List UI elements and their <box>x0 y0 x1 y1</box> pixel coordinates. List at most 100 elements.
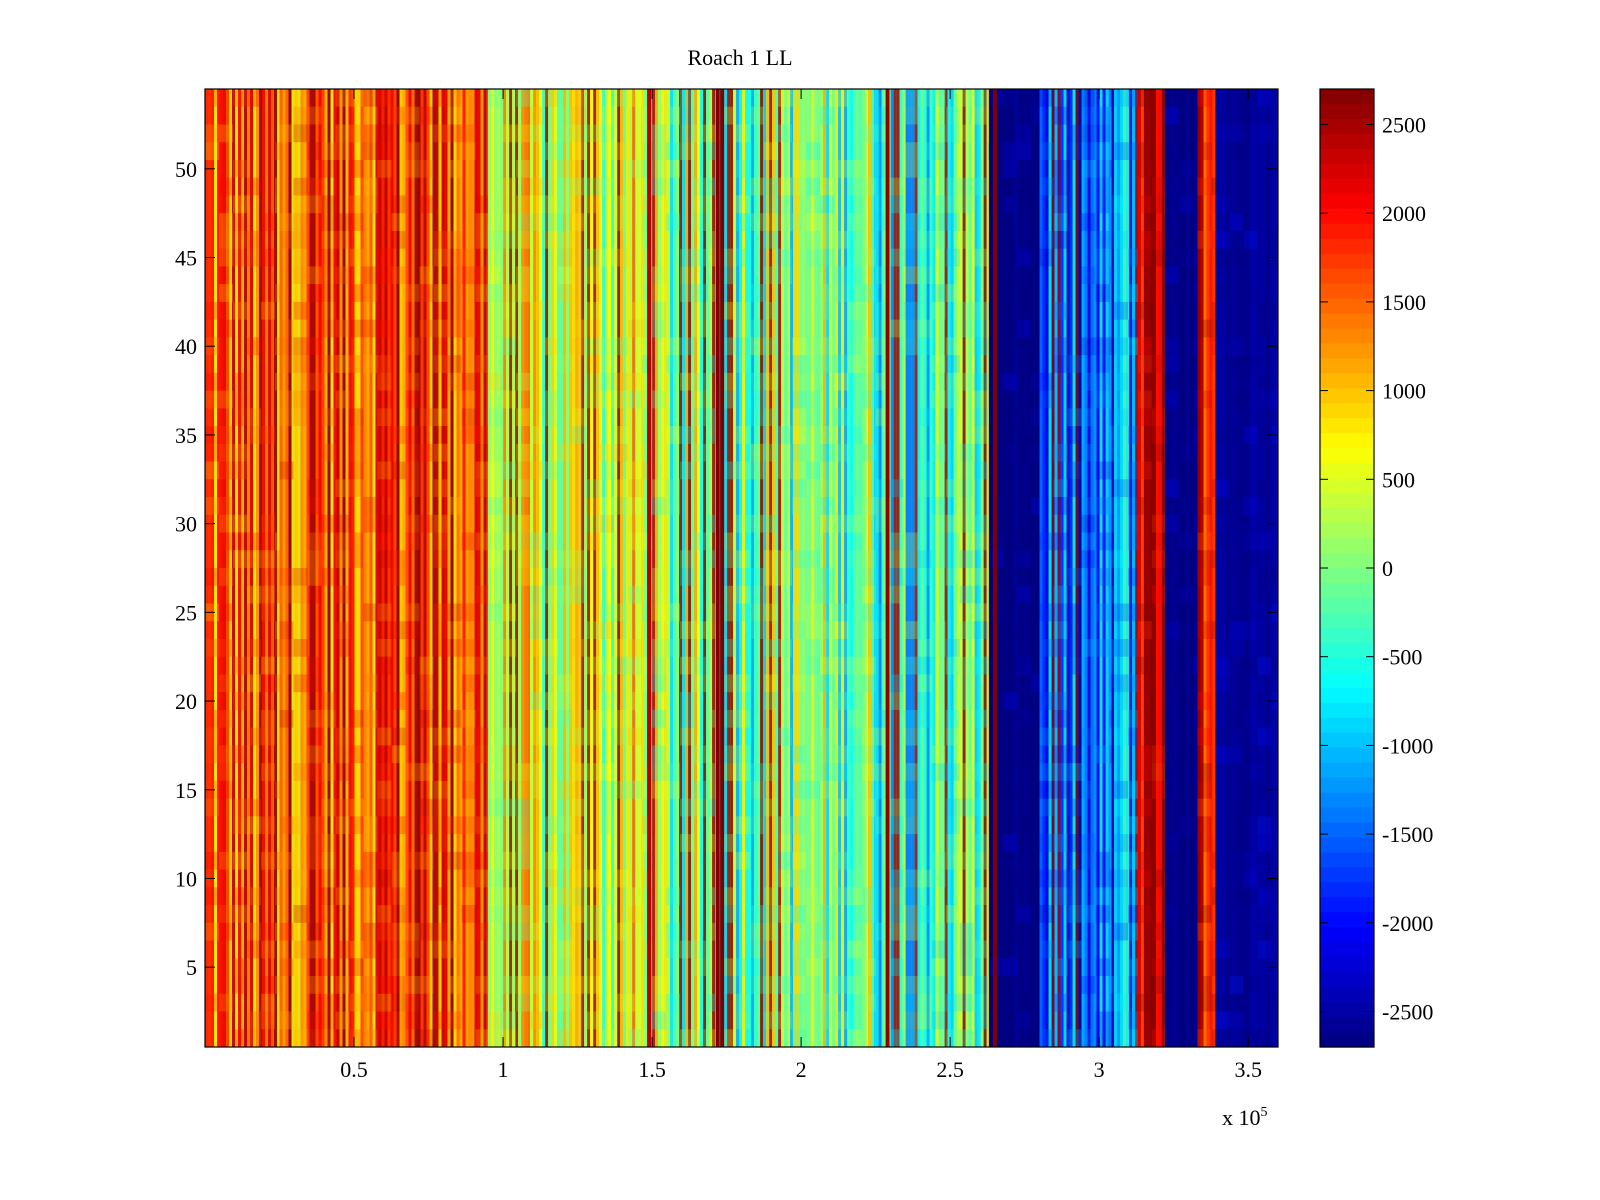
heatmap-cell <box>736 585 751 604</box>
heatmap-stripe <box>232 89 235 1047</box>
heatmap-cell <box>1002 869 1017 888</box>
heatmap-cell <box>903 976 918 994</box>
heatmap-stripe <box>1212 89 1216 1047</box>
heatmap-cell <box>1164 621 1179 639</box>
heatmap-cell <box>307 266 322 285</box>
heatmap-cell <box>558 709 573 728</box>
heatmap-cell <box>233 958 247 977</box>
heatmap-cell <box>806 248 821 267</box>
heatmap-cell <box>1016 337 1031 356</box>
heatmap-stripe <box>871 89 875 1047</box>
heatmap-cells <box>205 89 1278 1047</box>
heatmap-cell <box>820 284 835 302</box>
heatmap-cell <box>1128 922 1138 941</box>
heatmap-cell <box>862 745 876 764</box>
heatmap-stripe <box>1164 89 1170 1047</box>
heatmap-cell <box>205 301 219 320</box>
heatmap-stripe <box>465 89 469 1047</box>
heatmap-cell <box>1243 426 1258 444</box>
heatmap-cell <box>1257 319 1272 338</box>
heatmap-cell <box>586 532 601 551</box>
colorbar-tick-label: 2500 <box>1382 112 1426 137</box>
heatmap-cell <box>903 337 918 356</box>
heatmap-cell <box>652 709 667 728</box>
heatmap-cell <box>1192 514 1198 533</box>
heatmap-stripe <box>509 89 513 1047</box>
heatmap-cell <box>1257 532 1272 551</box>
heatmap-cell <box>1215 638 1230 657</box>
heatmap-cell <box>778 834 793 852</box>
heatmap-cell <box>694 798 709 817</box>
heatmap-cell <box>1114 603 1129 622</box>
heatmap-cell <box>247 922 261 941</box>
heatmap-stripe <box>315 89 319 1047</box>
heatmap-cell <box>1211 550 1216 568</box>
heatmap-cell <box>321 692 336 710</box>
heatmap-cell <box>945 213 960 231</box>
heatmap-cell <box>502 1011 517 1030</box>
colorbar-step <box>1320 238 1374 255</box>
heatmap-cell <box>1151 780 1165 799</box>
heatmap-cell <box>806 638 821 657</box>
heatmap-cell <box>889 958 904 977</box>
heatmap-cell <box>614 709 629 728</box>
heatmap-cell <box>694 780 709 799</box>
heatmap-stripe <box>330 89 334 1047</box>
heatmap-stripe <box>503 89 507 1047</box>
heatmap-cell <box>516 408 531 427</box>
heatmap-stripe <box>1209 89 1213 1047</box>
heatmap-cell <box>433 834 448 852</box>
heatmap-cell <box>652 585 667 604</box>
heatmap-cell <box>792 390 807 409</box>
heatmap-cell <box>862 390 876 409</box>
heatmap-cell <box>1053 337 1068 356</box>
heatmap-stripe <box>1270 89 1276 1047</box>
heatmap-stripe <box>1060 89 1064 1047</box>
heatmap-cell <box>694 195 709 214</box>
heatmap-cell <box>1164 798 1179 817</box>
heatmap-cell <box>987 958 989 977</box>
heatmap-cell <box>778 851 793 870</box>
heatmap-cell <box>1164 532 1179 551</box>
heatmap-cell <box>708 1029 723 1047</box>
heatmap-cell <box>1095 159 1110 178</box>
heatmap-cell <box>502 976 517 994</box>
heatmap-cell <box>792 408 807 427</box>
y-tick-label: 30 <box>175 512 197 537</box>
heatmap-stripe <box>447 89 451 1047</box>
heatmap-cell <box>987 550 989 568</box>
heatmap-stripe <box>874 89 876 1047</box>
heatmap-cell <box>475 230 489 249</box>
heatmap-cell <box>652 284 667 302</box>
heatmap-cell <box>1109 195 1115 214</box>
heatmap-cell <box>321 195 336 214</box>
heatmap-stripe <box>956 89 960 1047</box>
heatmap-cell <box>917 568 932 586</box>
heatmap-stripe <box>754 89 758 1047</box>
colorbar-step <box>1320 897 1374 913</box>
heatmap-cell <box>219 763 233 781</box>
heatmap-cell <box>1002 674 1017 693</box>
heatmap-cell <box>764 514 779 533</box>
heatmap-stripe <box>935 89 939 1047</box>
heatmap-cell <box>931 195 946 214</box>
heatmap-stripe <box>986 89 989 1047</box>
heatmap-cell <box>321 355 336 373</box>
heatmap-cell <box>261 568 275 586</box>
heatmap-cell <box>736 674 751 693</box>
heatmap-cell <box>834 621 849 639</box>
heatmap-stripe <box>844 89 848 1047</box>
heatmap-stripe <box>572 89 576 1047</box>
heatmap-cell <box>516 195 531 214</box>
heatmap-cell <box>945 763 960 781</box>
heatmap-cell <box>806 337 821 356</box>
heatmap-cell <box>600 248 615 267</box>
heatmap-stripe <box>1117 89 1121 1047</box>
heatmap-cell <box>475 461 489 480</box>
heatmap-cell <box>666 479 681 498</box>
heatmap-cell <box>1137 159 1152 178</box>
heatmap-cell <box>820 337 835 356</box>
heatmap-stripe <box>1048 89 1052 1047</box>
heatmap-cell <box>1257 301 1272 320</box>
heatmap-cell <box>680 266 695 285</box>
